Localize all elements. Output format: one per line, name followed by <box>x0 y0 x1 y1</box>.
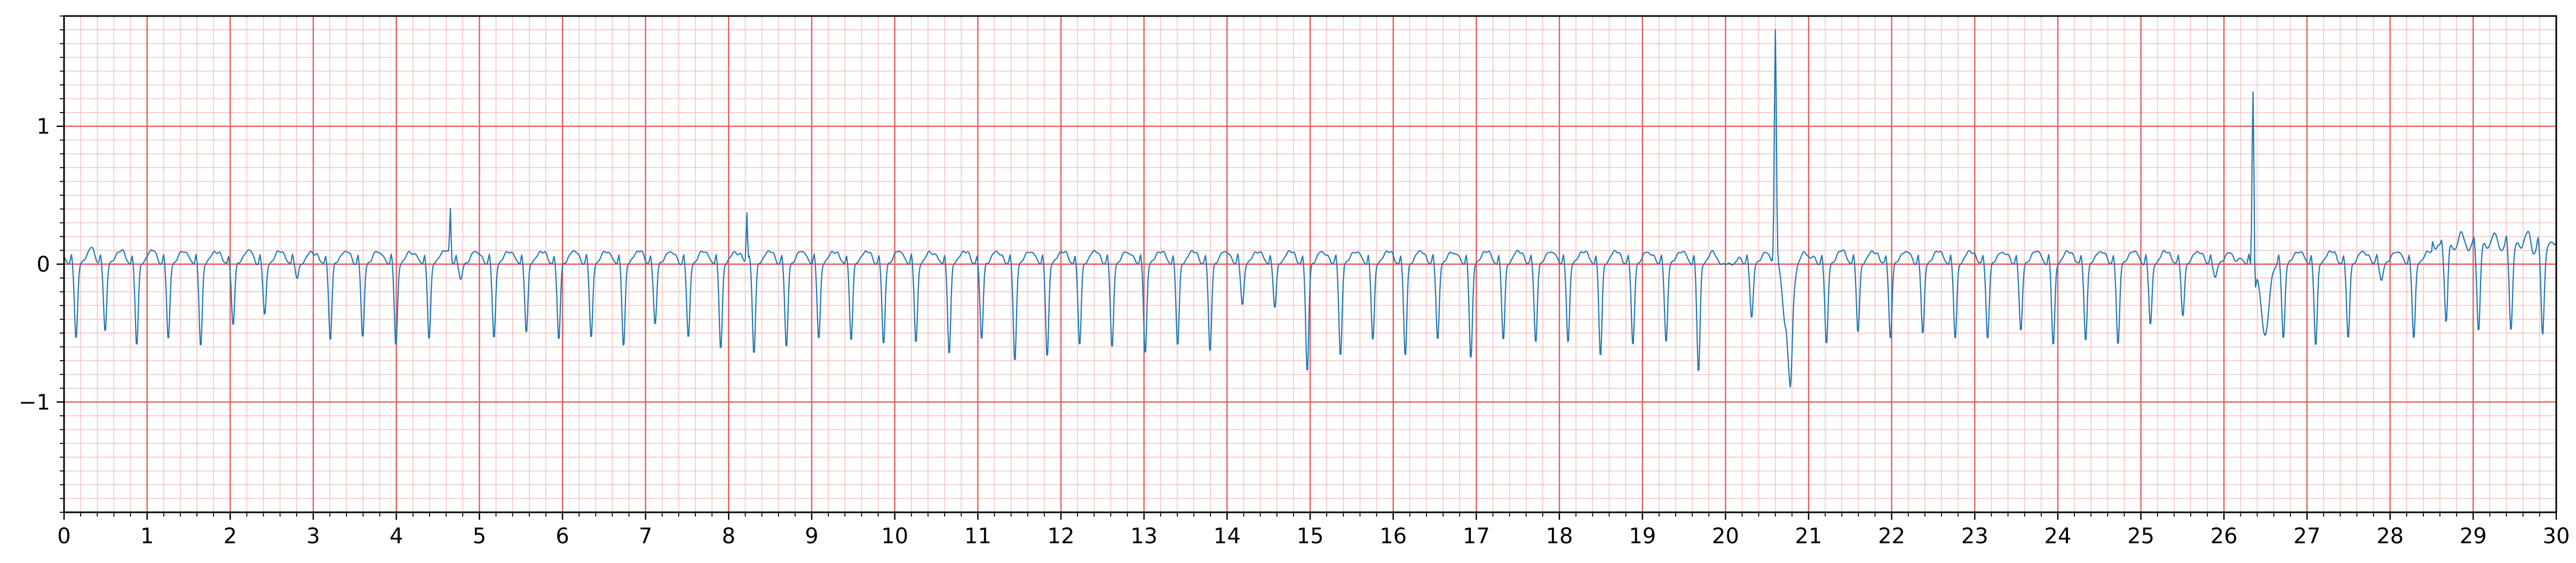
x-tick-label: 4 <box>390 524 403 549</box>
x-tick-label: 17 <box>1463 524 1490 549</box>
x-tick-label: 28 <box>2376 524 2404 549</box>
x-tick-label: 7 <box>639 524 652 549</box>
x-tick-label: 2 <box>224 524 237 549</box>
x-tick-label: 11 <box>964 524 992 549</box>
x-axis: 0 1 2 3 4 5 6 7 8 9 10 11 12 13 14 15 16 17 18 19 20 21 22 23 24… <box>57 512 2570 549</box>
x-tick-label: 15 <box>1297 524 1324 549</box>
x-tick-label: 14 <box>1214 524 1241 549</box>
x-tick-label: 20 <box>1712 524 1739 549</box>
x-tick-label: 13 <box>1130 524 1158 549</box>
x-tick-label: 26 <box>2210 524 2238 549</box>
ecg-trace <box>64 29 2557 388</box>
x-tick-label: 18 <box>1546 524 1573 549</box>
x-tick-label: 5 <box>473 524 486 549</box>
x-tick-label: 22 <box>1878 524 1905 549</box>
x-tick-label: 27 <box>2294 524 2321 549</box>
x-tick-label: 19 <box>1629 524 1656 549</box>
y-tick-label: 1 <box>37 115 50 139</box>
x-tick-label: 12 <box>1048 524 1075 549</box>
x-tick-label: 24 <box>2044 524 2072 549</box>
x-tick-label: 16 <box>1380 524 1407 549</box>
x-tick-label: 23 <box>1961 524 1988 549</box>
y-axis: −1 0 1 <box>19 15 64 513</box>
x-tick-label: 21 <box>1795 524 1822 549</box>
x-tick-label: 25 <box>2127 524 2154 549</box>
x-tick-label: 6 <box>556 524 569 549</box>
x-tick-label: 30 <box>2543 524 2570 549</box>
x-tick-label: 9 <box>805 524 818 549</box>
y-tick-label: −1 <box>19 390 50 415</box>
x-tick-label: 1 <box>140 524 154 549</box>
x-tick-label: 10 <box>881 524 908 549</box>
x-tick-label: 29 <box>2460 524 2487 549</box>
ecg-series <box>64 29 2557 388</box>
x-tick-label: 3 <box>306 524 320 549</box>
x-tick-label: 8 <box>722 524 735 549</box>
y-tick-label: 0 <box>37 252 50 277</box>
x-tick-label: 0 <box>57 524 70 549</box>
